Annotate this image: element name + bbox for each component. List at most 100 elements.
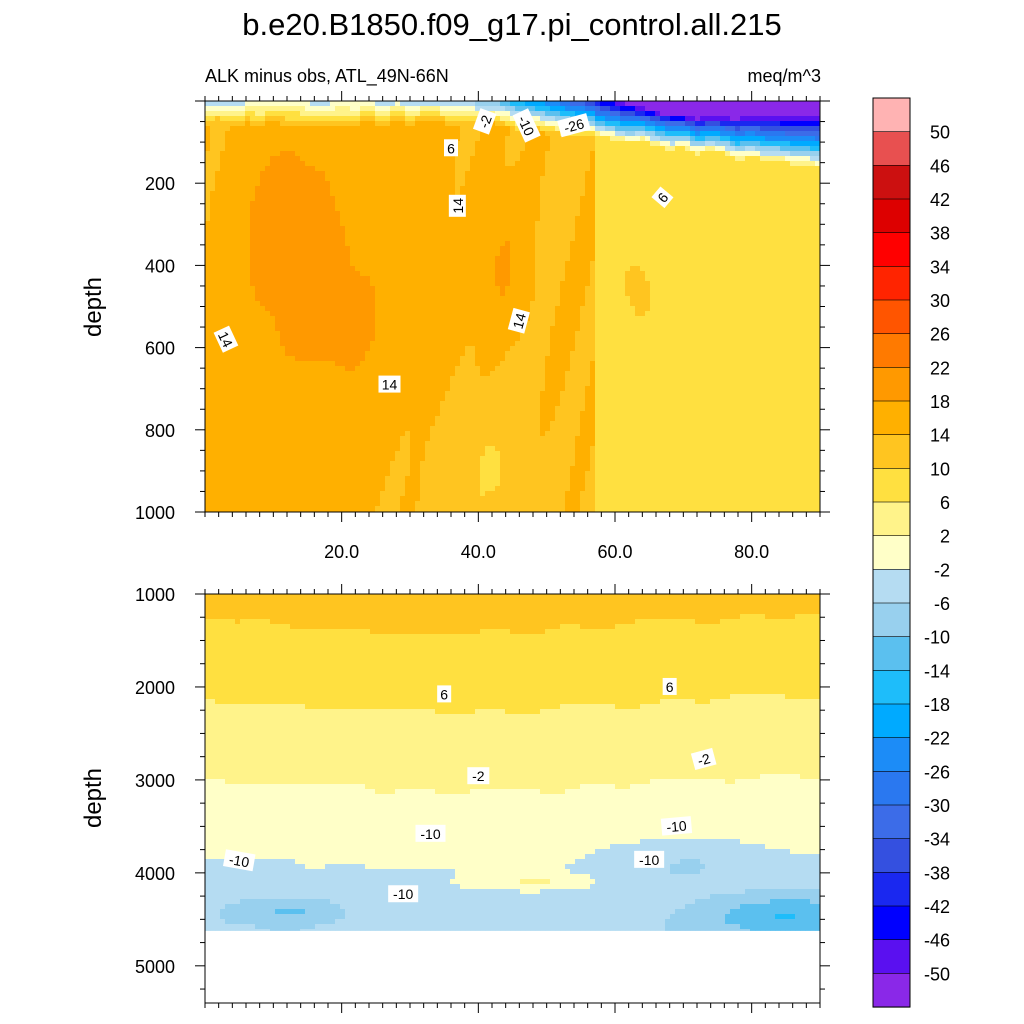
contour-cell — [230, 226, 236, 232]
contour-cell — [625, 161, 631, 167]
contour-cell — [305, 301, 311, 307]
contour-cell — [390, 101, 396, 107]
contour-cell — [550, 241, 556, 247]
contour-cell — [665, 151, 671, 157]
contour-cell — [250, 281, 256, 287]
contour-cell — [705, 161, 711, 167]
contour-cell — [685, 251, 691, 257]
contour-cell — [265, 231, 271, 237]
contour-cell — [400, 161, 406, 167]
contour-cell — [785, 141, 791, 147]
contour-cell — [425, 211, 431, 217]
contour-cell — [360, 191, 366, 197]
contour-cell — [770, 211, 776, 217]
contour-cell — [575, 186, 581, 192]
contour-cell — [255, 236, 261, 242]
contour-cell — [680, 241, 686, 247]
contour-cell — [550, 136, 556, 142]
contour-cell — [720, 291, 726, 297]
contour-cell — [805, 166, 811, 172]
contour-cell — [690, 211, 696, 217]
contour-cell — [745, 146, 751, 152]
contour-cell — [735, 201, 741, 207]
contour-cell — [325, 266, 331, 272]
contour-cell — [590, 241, 596, 247]
contour-cell — [780, 251, 786, 257]
contour-cell — [350, 141, 356, 147]
contour-cell — [285, 181, 291, 187]
contour-cell — [775, 281, 781, 287]
contour-cell — [210, 211, 216, 217]
contour-cell — [700, 206, 706, 212]
contour-cell — [785, 131, 791, 137]
contour-cell — [720, 246, 726, 252]
contour-cell — [765, 216, 771, 222]
contour-cell — [670, 266, 676, 272]
contour-cell — [710, 171, 716, 177]
contour-cell — [705, 211, 711, 217]
contour-cell — [225, 121, 231, 127]
contour-cell — [760, 136, 766, 142]
contour-cell — [500, 121, 506, 127]
contour-cell — [445, 191, 451, 197]
contour-cell — [725, 126, 731, 132]
contour-cell — [695, 116, 701, 122]
contour-cell — [740, 101, 746, 107]
contour-cell — [345, 161, 351, 167]
contour-cell — [485, 216, 491, 222]
contour-cell — [275, 236, 281, 242]
contour-cell — [755, 291, 761, 297]
contour-cell — [340, 301, 346, 307]
contour-cell — [225, 271, 231, 277]
contour-cell — [440, 131, 446, 137]
contour-cell — [810, 276, 816, 282]
contour-cell — [500, 261, 506, 267]
contour-cell — [495, 261, 501, 267]
contour-cell — [300, 246, 306, 252]
contour-cell — [535, 186, 541, 192]
contour-cell — [265, 136, 271, 142]
contour-cell — [405, 276, 411, 282]
contour-cell — [715, 131, 721, 137]
contour-cell — [685, 271, 691, 277]
contour-cell — [780, 211, 786, 217]
contour-cell — [780, 256, 786, 262]
contour-cell — [770, 156, 776, 162]
contour-cell — [465, 261, 471, 267]
contour-cell — [235, 161, 241, 167]
contour-cell — [335, 121, 341, 127]
contour-cell — [360, 286, 366, 292]
contour-cell — [260, 141, 266, 147]
contour-cell — [740, 181, 746, 187]
contour-cell — [595, 121, 601, 127]
contour-cell — [345, 231, 351, 237]
contour-cell — [800, 286, 806, 292]
contour-cell — [795, 216, 801, 222]
contour-cell — [700, 211, 706, 217]
contour-cell — [590, 136, 596, 142]
contour-cell — [290, 216, 296, 222]
contour-cell — [565, 241, 571, 247]
contour-cell — [450, 241, 456, 247]
contour-cell — [655, 106, 661, 112]
contour-cell — [740, 171, 746, 177]
contour-cell — [575, 226, 581, 232]
contour-cell — [410, 221, 416, 227]
contour-cell — [325, 241, 331, 247]
contour-cell — [245, 266, 251, 272]
contour-cell — [365, 266, 371, 272]
contour-cell — [440, 106, 446, 112]
contour-cell — [385, 226, 391, 232]
contour-cell — [730, 146, 736, 152]
contour-cell — [460, 141, 466, 147]
contour-cell — [240, 161, 246, 167]
contour-cell — [705, 281, 711, 287]
contour-cell — [225, 261, 231, 267]
contour-cell — [470, 246, 476, 252]
contour-cell — [540, 106, 546, 112]
contour-cell — [775, 156, 781, 162]
contour-cell — [585, 281, 591, 287]
contour-cell — [740, 266, 746, 272]
contour-cell — [405, 241, 411, 247]
contour-cell — [470, 166, 476, 172]
